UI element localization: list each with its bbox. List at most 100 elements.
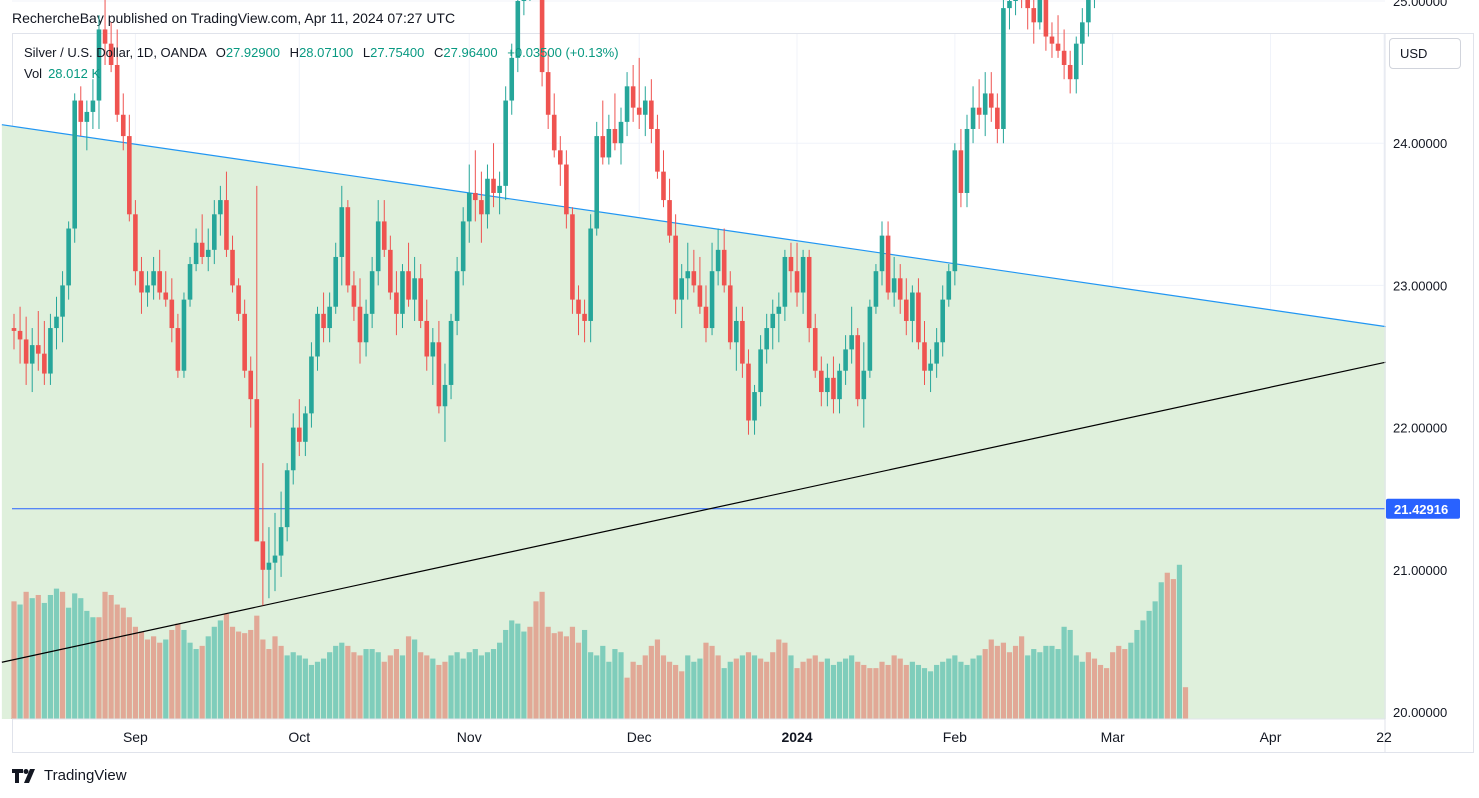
volume-bar xyxy=(132,626,138,719)
volume-bar xyxy=(976,655,982,719)
candle-body xyxy=(964,128,970,193)
candle-body xyxy=(199,242,205,257)
candle-body xyxy=(157,271,162,293)
volume-bar xyxy=(642,655,648,719)
volume-bar xyxy=(187,642,193,719)
candle-body xyxy=(891,278,897,293)
volume-bar xyxy=(157,642,163,719)
volume-bar xyxy=(618,652,624,719)
volume-bar xyxy=(96,617,102,719)
tradingview-brand[interactable]: TradingView xyxy=(12,767,127,784)
candle-body xyxy=(873,271,879,307)
volume-bar xyxy=(1122,649,1128,719)
volume-bar xyxy=(545,626,551,719)
candle-body xyxy=(424,320,430,357)
volume-bar xyxy=(1061,626,1067,719)
volume-bar xyxy=(1170,579,1176,719)
volume-bar xyxy=(600,645,606,719)
volume-bar xyxy=(836,661,843,719)
volume-bar xyxy=(320,658,327,719)
volume-bar xyxy=(278,645,284,719)
volume-bar xyxy=(897,658,903,719)
volume-bar xyxy=(90,617,96,719)
volume-bar xyxy=(745,652,752,719)
volume-bar xyxy=(163,639,169,719)
currency-button[interactable]: USD xyxy=(1389,38,1461,69)
candle-body xyxy=(485,178,490,215)
candle-body xyxy=(151,271,156,286)
candle-body xyxy=(855,335,861,400)
time-axis-label: 2024 xyxy=(781,729,812,745)
brand-label: TradingView xyxy=(44,767,127,784)
price-axis-label: 25.00000 xyxy=(1393,0,1447,9)
volume-bar xyxy=(351,652,357,719)
candle-body xyxy=(1007,1,1012,9)
volume-bar xyxy=(151,636,157,719)
candle-body xyxy=(849,335,854,350)
time-axis-label: 22 xyxy=(1376,729,1392,745)
symbol-label: Silver / U.S. Dollar, 1D, OANDA xyxy=(24,45,207,60)
candle-body xyxy=(17,330,23,340)
volume-bar xyxy=(758,658,764,719)
candle-body xyxy=(982,93,988,115)
volume-bar xyxy=(909,661,915,719)
candle-body xyxy=(454,271,460,321)
candle-body xyxy=(436,342,442,407)
open-label: O xyxy=(215,45,226,60)
candle-body xyxy=(224,200,229,250)
volume-bar xyxy=(1182,687,1189,719)
volume-bar xyxy=(861,664,867,719)
candle-body xyxy=(303,413,308,442)
volume-bar xyxy=(59,591,66,719)
volume-bar xyxy=(1019,636,1025,719)
volume-bar xyxy=(575,642,582,719)
volume-bar xyxy=(624,677,630,719)
candle-body xyxy=(831,377,836,400)
candle-body xyxy=(175,328,181,371)
volume-bar xyxy=(454,652,460,719)
volume-bar xyxy=(824,658,830,719)
candle-body xyxy=(466,192,472,222)
candle-body xyxy=(309,356,314,414)
candle-body xyxy=(885,235,891,293)
volume-bar xyxy=(181,629,187,719)
volume-bar xyxy=(272,636,278,719)
candle-body xyxy=(1043,0,1049,37)
candle-body xyxy=(794,271,800,293)
volume-bar xyxy=(818,661,824,719)
volume-bar xyxy=(223,614,230,719)
candle-body xyxy=(127,136,132,215)
volume-value: 28.012 K xyxy=(48,66,101,81)
volume-bar xyxy=(1049,645,1055,719)
candle-body xyxy=(752,392,757,421)
candle-body xyxy=(788,256,794,272)
candle-body xyxy=(509,57,515,101)
upper-trendline xyxy=(1,124,1386,328)
volume-bar xyxy=(1091,658,1098,719)
candle-body xyxy=(48,328,53,374)
volume-bar xyxy=(1116,645,1122,719)
price-axis-label: 23.00000 xyxy=(1393,278,1447,293)
price-line-label-bg xyxy=(1386,498,1460,519)
time-axis-label: Mar xyxy=(1101,729,1125,745)
candle-body xyxy=(837,370,842,400)
price-axis-label: 24.00000 xyxy=(1393,136,1447,151)
candle-body xyxy=(825,377,830,393)
volume-bar xyxy=(569,626,576,719)
candle-body xyxy=(181,299,187,371)
candle-body xyxy=(54,316,59,329)
volume-bar xyxy=(855,661,861,719)
candle-body xyxy=(381,221,387,250)
volume-bar xyxy=(290,652,296,719)
candle-body xyxy=(333,256,339,307)
tradingview-logo-icon xyxy=(12,768,38,783)
volume-bar xyxy=(1097,664,1104,719)
candle-body xyxy=(448,320,454,385)
volume-bar xyxy=(472,649,478,719)
volume-bar xyxy=(442,661,448,719)
volume-bar xyxy=(108,594,114,719)
volume-bar xyxy=(35,594,41,719)
volume-bar xyxy=(782,642,788,719)
candle-body xyxy=(521,0,527,1)
